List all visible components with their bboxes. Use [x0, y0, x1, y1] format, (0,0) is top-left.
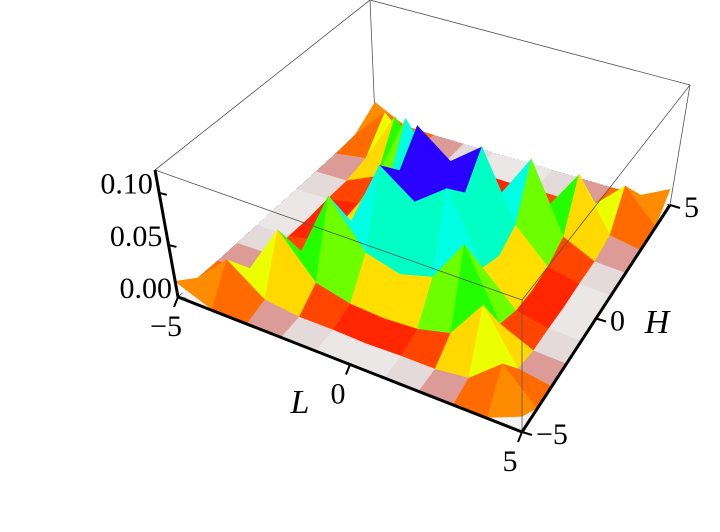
- y-tick: [521, 431, 533, 436]
- z-axis: [153, 169, 180, 298]
- y-tick: [595, 317, 607, 323]
- x-axis-label: L: [290, 384, 310, 421]
- box-edge: [154, 0, 371, 171]
- y-tick-label: 0: [610, 304, 625, 337]
- y-axis-label: H: [644, 304, 672, 341]
- box-edge: [369, 0, 691, 86]
- z-tick: [158, 191, 168, 196]
- surface: [174, 101, 671, 418]
- z-tick-label: 0.00: [120, 272, 173, 305]
- y-tick-label: 5: [684, 191, 699, 224]
- x-tick: [517, 431, 523, 443]
- box-edge: [521, 84, 691, 301]
- x-tick-label: 5: [503, 445, 518, 478]
- z-tick: [177, 296, 187, 300]
- z-tick: [168, 243, 177, 248]
- x-tick-label: 0: [331, 377, 346, 410]
- box-edge: [669, 84, 691, 206]
- x-tick: [345, 364, 351, 375]
- x-tick: [173, 296, 179, 308]
- z-tick-label: 0.10: [100, 168, 153, 201]
- y-tick-label: −5: [536, 418, 568, 451]
- box-edge: [154, 169, 523, 301]
- x-tick-label: −5: [150, 310, 182, 343]
- box-edge: [369, 0, 376, 119]
- z-tick-label: 0.05: [110, 220, 163, 253]
- y-tick: [669, 204, 681, 209]
